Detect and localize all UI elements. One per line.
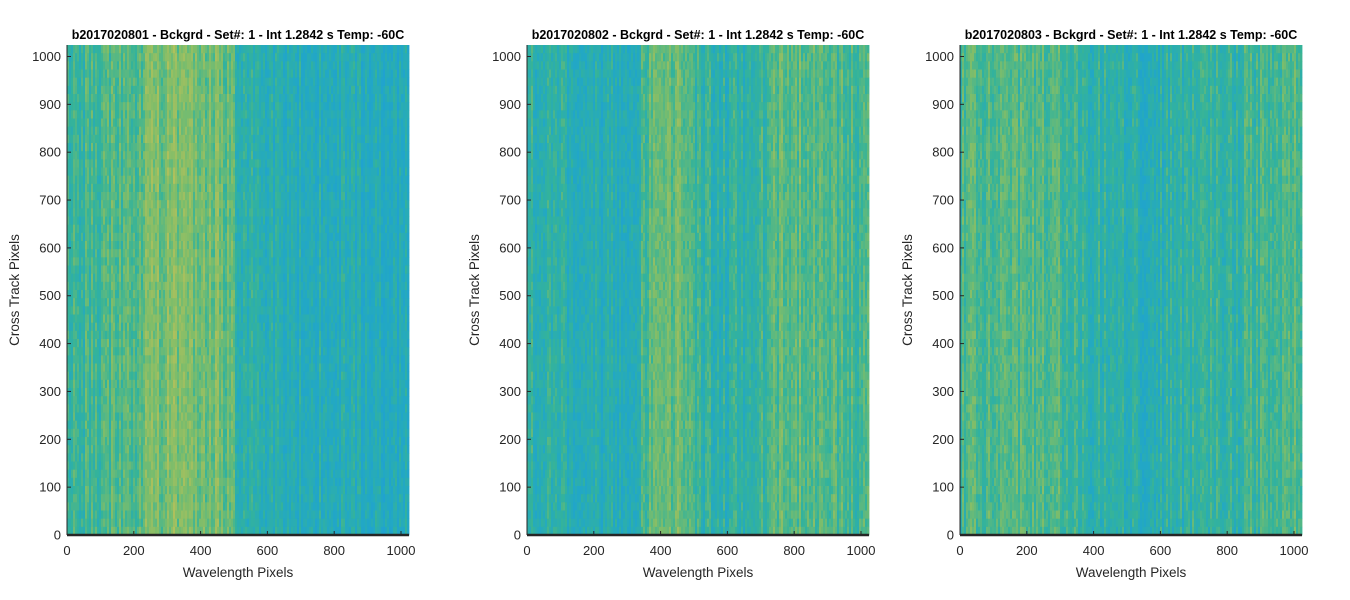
heatmap-panel-1: 0 200 400 600 800 100001002003004005006007008…: [7, 28, 415, 580]
heatmap-cells: [67, 45, 409, 535]
